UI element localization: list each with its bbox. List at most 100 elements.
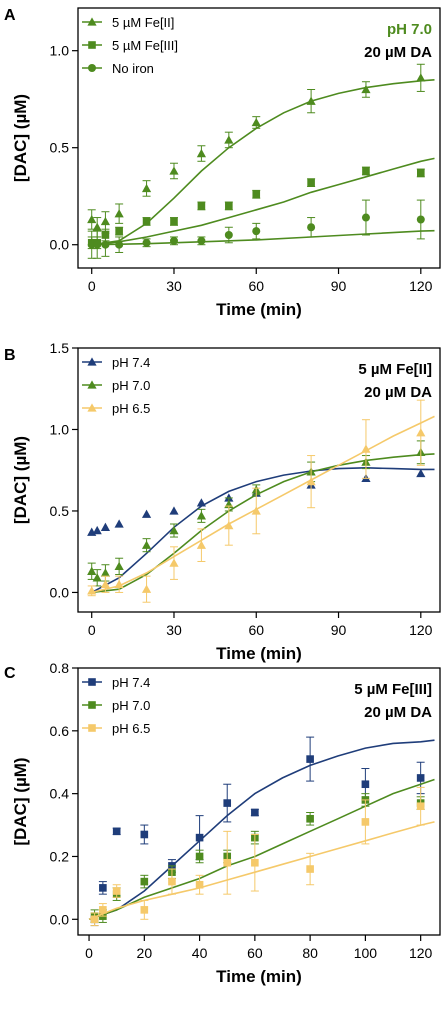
condition-label: 20 µM DA <box>364 704 432 721</box>
data-point <box>101 240 110 249</box>
legend-marker <box>87 17 97 26</box>
y-tick-label: 0.6 <box>50 723 70 739</box>
condition-label: 5 µM Fe[II] <box>358 361 432 378</box>
data-point <box>100 522 111 531</box>
data-point <box>99 884 107 892</box>
data-point <box>93 240 102 249</box>
y-tick-label: 1.5 <box>50 340 70 356</box>
x-axis-title: Time (min) <box>216 644 302 663</box>
data-point <box>361 444 371 453</box>
series-0 <box>87 63 435 246</box>
data-point <box>224 231 233 240</box>
data-point <box>140 877 149 886</box>
data-point <box>168 877 176 886</box>
data-point <box>306 96 316 105</box>
series-1 <box>87 440 435 594</box>
x-axis-title: Time (min) <box>216 967 302 986</box>
data-point <box>114 561 124 571</box>
x-tick-label: 30 <box>166 278 182 294</box>
series-2 <box>88 786 435 927</box>
legend-marker <box>87 357 97 366</box>
series-0 <box>88 736 435 927</box>
legend-marker <box>88 724 96 732</box>
legend: 5 µM Fe[II] 5 µM Fe[III] No iron <box>82 15 178 76</box>
legend-label: pH 7.0 <box>112 378 150 393</box>
legend-label: 5 µM Fe[II] <box>112 15 174 30</box>
x-tick-label: 100 <box>354 945 378 961</box>
x-tick-label: 120 <box>409 622 433 638</box>
data-point <box>170 217 178 226</box>
fit-curve <box>91 453 435 594</box>
x-tick-label: 60 <box>248 278 264 294</box>
panel-letter: C <box>4 665 16 682</box>
series-2 <box>87 399 435 603</box>
condition-label: pH 7.0 <box>387 21 432 38</box>
data-point <box>251 858 259 867</box>
y-tick-label: 0.4 <box>50 786 70 802</box>
data-point <box>112 887 121 895</box>
x-tick-label: 90 <box>331 622 347 638</box>
panel-letter: B <box>4 347 16 364</box>
data-point <box>197 236 206 245</box>
data-point <box>252 190 261 199</box>
x-axis-title: Time (min) <box>216 300 302 319</box>
data-point <box>361 84 371 94</box>
y-axis-title: [DAC] (µM) <box>11 757 30 845</box>
legend-label: 5 µM Fe[III] <box>112 38 178 53</box>
data-point <box>87 240 96 249</box>
data-point <box>361 780 370 789</box>
y-tick-label: 0.0 <box>50 584 70 600</box>
data-point <box>112 827 121 836</box>
data-point <box>100 216 111 226</box>
data-point <box>196 498 207 507</box>
panel-b: B 0 30 60 90 120 0.0 0.5 1.0 1.5 Time (min) [DAC] (… <box>4 340 441 663</box>
panel-a: A 0 30 60 90 120 0.0 0.5 1.0 Time (min) [DAC] (µM)… <box>4 7 441 319</box>
data-point <box>195 880 204 889</box>
fit-curve <box>88 821 435 921</box>
x-tick-label: 120 <box>409 278 433 294</box>
fit-curve <box>88 739 435 921</box>
data-point <box>114 579 124 588</box>
data-point <box>197 202 206 210</box>
fit-curve <box>91 466 435 594</box>
plot-frame <box>77 667 441 936</box>
x-tick-label: 120 <box>409 945 433 961</box>
data-point <box>224 521 234 530</box>
data-point <box>87 214 97 224</box>
data-point <box>142 217 151 226</box>
x-tick-label: 30 <box>166 622 182 638</box>
y-tick-label: 0.5 <box>50 503 70 519</box>
data-point <box>251 117 261 127</box>
x-tick-label: 0 <box>88 622 96 638</box>
data-point <box>361 213 370 222</box>
data-point <box>169 166 179 175</box>
series-1 <box>87 157 435 250</box>
data-point <box>140 906 149 914</box>
legend-marker <box>88 41 96 49</box>
data-point <box>195 833 204 842</box>
data-point <box>115 240 124 249</box>
data-point <box>196 148 207 158</box>
legend-marker <box>87 403 97 412</box>
legend: pH 7.4 pH 7.0 pH 6.5 <box>82 675 150 736</box>
panel-letter: A <box>4 7 16 24</box>
fit-curve <box>88 778 435 921</box>
data-point <box>195 852 204 861</box>
data-point <box>140 830 149 839</box>
y-tick-label: 0.5 <box>50 140 70 156</box>
plot-area <box>88 736 435 927</box>
data-point <box>169 525 179 535</box>
fit-curve <box>91 157 435 246</box>
x-tick-label: 0 <box>85 945 93 961</box>
fit-curve <box>91 229 435 246</box>
x-tick-label: 80 <box>302 945 318 961</box>
series-0 <box>87 466 435 594</box>
legend-label: pH 6.5 <box>112 401 150 416</box>
data-point <box>169 506 179 515</box>
data-point <box>87 586 97 595</box>
data-point <box>196 540 207 549</box>
data-point <box>169 236 178 245</box>
x-tick-label: 60 <box>248 622 264 638</box>
condition-label: 20 µM DA <box>364 44 432 61</box>
